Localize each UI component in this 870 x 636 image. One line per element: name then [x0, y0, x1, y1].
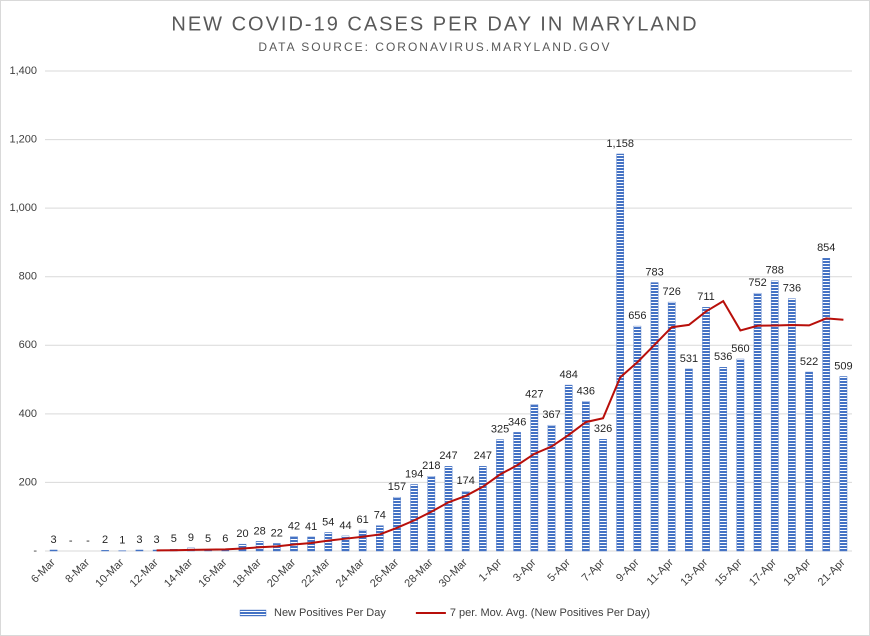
bar: [410, 484, 418, 552]
y-tick-label: 1,000: [9, 202, 37, 214]
data-label: 531: [680, 353, 698, 365]
bar: [753, 292, 762, 552]
bar: [788, 298, 796, 552]
data-label: 325: [491, 423, 509, 435]
data-label: 9: [188, 532, 194, 544]
bar: [513, 432, 521, 552]
y-tick-label: 1,200: [9, 133, 37, 145]
bar: [822, 258, 831, 552]
data-label: 157: [388, 481, 406, 493]
data-label: 522: [800, 356, 818, 368]
data-label: 41: [305, 521, 317, 533]
data-label: 1,158: [606, 138, 634, 150]
data-label: 752: [748, 277, 766, 289]
y-tick-label: 400: [19, 408, 37, 420]
y-tick-label: 600: [19, 339, 37, 351]
data-label: 726: [663, 286, 681, 298]
bar: [582, 401, 590, 552]
bar: [770, 280, 779, 552]
legend-label: 7 per. Mov. Avg. (New Positives Per Day): [450, 607, 650, 619]
bar: [736, 358, 745, 552]
data-label: 3: [136, 534, 142, 546]
data-label: 788: [766, 265, 784, 277]
data-label: 427: [525, 389, 543, 401]
data-label: 22: [271, 527, 283, 539]
data-label: 174: [456, 475, 474, 487]
data-label: 367: [542, 409, 560, 421]
data-label: 326: [594, 423, 612, 435]
data-label: -: [69, 535, 73, 547]
bar: [599, 439, 607, 552]
data-label: 436: [577, 385, 595, 397]
data-label: 194: [405, 468, 423, 480]
data-label: 42: [288, 521, 300, 533]
legend-swatch: [239, 609, 267, 617]
bar: [444, 466, 453, 552]
data-label: 783: [645, 266, 663, 278]
data-label: 3: [51, 534, 57, 546]
data-label: 711: [697, 291, 715, 303]
data-label: 2: [102, 534, 108, 546]
data-label: 74: [374, 510, 386, 522]
bar: [530, 404, 539, 552]
bar: [479, 466, 487, 552]
data-label: 346: [508, 416, 526, 428]
bar: [135, 549, 144, 552]
bar: [839, 376, 848, 552]
bar: [805, 371, 813, 552]
moving-average-line: [156, 299, 844, 552]
bar: [564, 384, 573, 552]
bar: [461, 491, 470, 552]
bar: [49, 549, 58, 552]
bar: [719, 367, 728, 552]
bar: [633, 325, 642, 552]
data-label: 247: [474, 450, 492, 462]
data-label: -: [86, 535, 90, 547]
data-label: 509: [834, 360, 852, 372]
data-label: 28: [254, 525, 266, 537]
data-label: 536: [714, 351, 732, 363]
bar: [358, 529, 367, 552]
data-label: 20: [236, 528, 248, 540]
bar: [393, 496, 401, 552]
y-tick-label: -: [33, 545, 37, 557]
data-label: 6: [222, 533, 228, 545]
bar: [496, 439, 504, 552]
bar: [616, 153, 625, 552]
bar: [702, 307, 710, 552]
data-label: 44: [339, 520, 351, 532]
data-label: 54: [322, 516, 334, 528]
data-label: 560: [731, 343, 749, 355]
data-label: 247: [439, 450, 457, 462]
legend-label: New Positives Per Day: [274, 607, 386, 619]
bar: [667, 301, 676, 552]
data-label: 218: [422, 460, 440, 472]
y-tick-label: 200: [19, 476, 37, 488]
chart-subtitle: DATA SOURCE: CORONAVIRUS.MARYLAND.GOV: [258, 40, 611, 54]
y-tick-label: 1,400: [9, 65, 37, 77]
data-label: 5: [171, 533, 177, 545]
bar: [341, 535, 350, 552]
bar: [101, 550, 109, 552]
bar: [376, 525, 384, 552]
bar: [650, 282, 659, 552]
y-tick-label: 800: [19, 271, 37, 283]
data-label: 854: [817, 242, 835, 254]
data-label: 3: [154, 534, 160, 546]
bar: [685, 368, 693, 552]
data-label: 736: [783, 283, 801, 295]
bar: [547, 424, 556, 552]
data-label: 1: [119, 535, 125, 547]
data-label: 5: [205, 533, 211, 545]
data-label: 484: [560, 369, 578, 381]
chart-title: NEW COVID-19 CASES PER DAY IN MARYLAND: [171, 13, 698, 35]
data-label: 656: [628, 310, 646, 322]
data-label: 61: [357, 514, 369, 526]
